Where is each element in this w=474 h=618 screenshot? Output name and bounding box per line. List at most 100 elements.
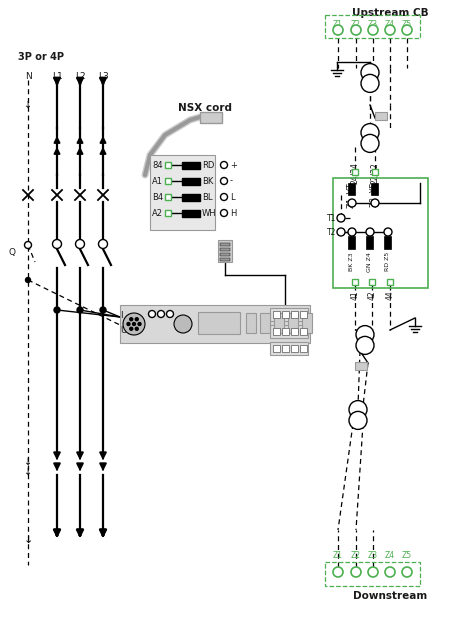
Circle shape (135, 328, 138, 330)
Text: Z5: Z5 (402, 551, 412, 560)
Text: Z3: Z3 (368, 20, 378, 29)
Circle shape (127, 323, 130, 326)
Circle shape (368, 25, 378, 35)
Circle shape (351, 567, 361, 577)
Bar (120, 305, 310, 343)
Text: BK Z3: BK Z3 (349, 252, 355, 271)
Bar (300, 345, 307, 352)
Text: Z1  VT: Z1 VT (347, 183, 356, 208)
Bar (348, 236, 356, 249)
Circle shape (366, 228, 374, 236)
Circle shape (26, 277, 30, 282)
Text: 24/34: 24/34 (350, 162, 359, 184)
Bar (165, 210, 171, 216)
Text: L3: L3 (98, 72, 109, 81)
Circle shape (349, 412, 367, 430)
Circle shape (333, 567, 343, 577)
Text: Z3: Z3 (368, 551, 378, 560)
Circle shape (385, 567, 395, 577)
Bar (282, 311, 289, 318)
Text: B4: B4 (152, 192, 163, 201)
Circle shape (53, 240, 62, 248)
Bar (182, 177, 200, 185)
Bar (372, 183, 379, 195)
Text: +: + (230, 161, 237, 169)
Circle shape (133, 323, 136, 326)
Circle shape (135, 318, 138, 321)
Bar (260, 313, 270, 333)
Text: Z2: Z2 (351, 551, 361, 560)
Text: Downstream: Downstream (353, 591, 427, 601)
Text: 3P or 4P: 3P or 4P (18, 52, 64, 62)
Bar (246, 313, 256, 333)
Text: N: N (25, 72, 31, 81)
Text: GN Z4: GN Z4 (367, 252, 373, 272)
Text: 22/32: 22/32 (371, 162, 380, 184)
Circle shape (371, 199, 379, 207)
Circle shape (348, 228, 356, 236)
Text: A2: A2 (152, 208, 163, 218)
Bar (220, 253, 230, 256)
Bar (387, 279, 393, 285)
Circle shape (402, 567, 412, 577)
Bar (369, 279, 375, 285)
Text: RD Z5: RD Z5 (385, 252, 391, 271)
Bar (325, 562, 420, 586)
Bar (372, 169, 378, 175)
Text: Z2  YE: Z2 YE (371, 183, 380, 207)
Bar (291, 345, 298, 352)
Bar (270, 325, 308, 338)
Text: Z2: Z2 (351, 20, 361, 29)
Text: Z5: Z5 (402, 20, 412, 29)
Bar (182, 193, 200, 200)
Text: 41: 41 (350, 290, 359, 300)
Circle shape (351, 25, 361, 35)
Text: Z4: Z4 (385, 20, 395, 29)
Bar (165, 178, 171, 184)
Bar (273, 311, 280, 318)
Text: ↓: ↓ (23, 535, 33, 545)
Bar (270, 308, 308, 321)
Text: A1: A1 (152, 177, 163, 185)
Circle shape (385, 25, 395, 35)
Text: I: I (120, 310, 123, 320)
Circle shape (148, 310, 155, 318)
Text: Z1: Z1 (333, 551, 343, 560)
Text: 84: 84 (152, 161, 163, 169)
Bar (182, 210, 200, 216)
Circle shape (384, 228, 392, 236)
Circle shape (348, 199, 356, 207)
Text: ↓: ↓ (24, 467, 32, 477)
Bar (300, 328, 307, 335)
Text: WH: WH (202, 208, 217, 218)
Text: Z1: Z1 (333, 20, 343, 29)
Circle shape (337, 228, 345, 236)
Text: Z4: Z4 (385, 551, 395, 560)
Circle shape (220, 193, 228, 200)
Circle shape (402, 25, 412, 35)
Bar (182, 161, 200, 169)
Circle shape (75, 240, 84, 248)
Circle shape (174, 315, 192, 333)
Circle shape (356, 326, 374, 344)
Circle shape (54, 307, 60, 313)
Text: NSX cord: NSX cord (178, 103, 232, 113)
Circle shape (220, 161, 228, 169)
Bar (282, 328, 289, 335)
Circle shape (166, 310, 173, 318)
Bar (273, 328, 280, 335)
Bar (220, 243, 230, 246)
Text: L2: L2 (75, 72, 85, 81)
Circle shape (77, 307, 83, 313)
Text: ↓: ↓ (24, 100, 32, 110)
Circle shape (333, 25, 343, 35)
Text: H: H (230, 208, 237, 218)
Circle shape (361, 74, 379, 93)
Text: L: L (230, 192, 235, 201)
Bar (352, 279, 358, 285)
Circle shape (130, 328, 133, 330)
Circle shape (157, 310, 164, 318)
Text: T2: T2 (327, 227, 336, 237)
Circle shape (138, 323, 141, 326)
Text: -: - (230, 177, 233, 185)
